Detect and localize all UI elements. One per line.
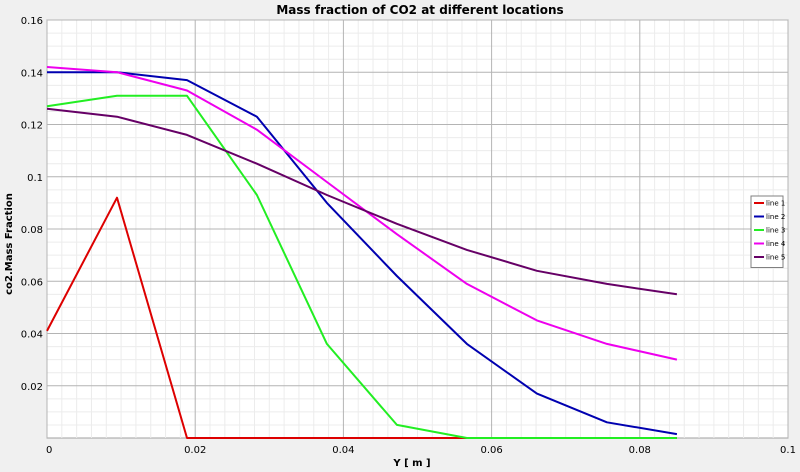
legend-label: line 4: [766, 240, 786, 248]
y-tick-label: 0.06: [21, 277, 43, 288]
series-line-5: [46, 107, 678, 296]
y-tick-label: 0.14: [21, 68, 43, 79]
x-tick-label: 0.02: [184, 445, 206, 456]
y-tick-label: 0.16: [21, 16, 43, 27]
x-tick-label: 0.04: [332, 445, 354, 456]
y-axis-title: co2.Mass Fraction: [4, 193, 15, 295]
series-layer: [46, 66, 678, 439]
x-tick-label: 0.06: [480, 445, 502, 456]
y-tick-label: 0.1: [27, 173, 43, 184]
y-tick-label: 0.08: [21, 225, 43, 236]
chart-title: Mass fraction of CO2 at different locati…: [276, 3, 563, 17]
series-line-3: [46, 94, 677, 439]
legend-label: line 1: [766, 200, 785, 208]
legend-box: [750, 195, 784, 268]
major-grid: [46, 19, 789, 438]
x-tick-label: 0: [46, 445, 52, 456]
series-line-4: [46, 66, 678, 361]
y-axis-ticks: 0.02 0.04 0.06 0.08 0.1 0.12 0.14 0.16: [21, 16, 43, 393]
x-axis-title: Y [ m ]: [392, 458, 430, 469]
x-tick-label: 0.1: [780, 445, 796, 456]
y-tick-label: 0.02: [21, 382, 43, 393]
legend: line 1 line 2 line 3 line 4 line 5: [750, 195, 786, 268]
x-axis-ticks: 0 0.02 0.04 0.06 0.08 0.1: [46, 445, 796, 456]
legend-label: line 3: [766, 227, 785, 235]
y-tick-label: 0.04: [21, 330, 43, 341]
y-tick-label: 0.12: [21, 121, 43, 132]
legend-label: line 2: [766, 213, 785, 221]
series-line-2: [47, 71, 678, 436]
x-tick-label: 0.08: [629, 445, 651, 456]
legend-label: line 5: [766, 254, 785, 262]
